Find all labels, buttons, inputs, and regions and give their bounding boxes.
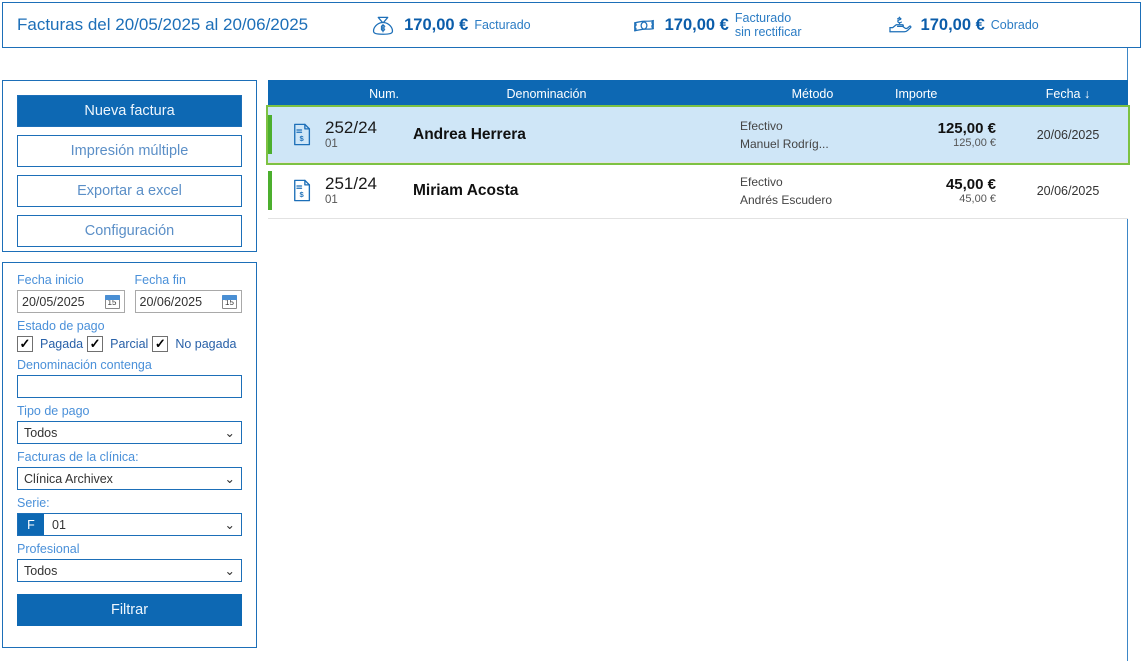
svg-text:$: $ [300,190,305,199]
svg-text:$: $ [300,134,305,143]
